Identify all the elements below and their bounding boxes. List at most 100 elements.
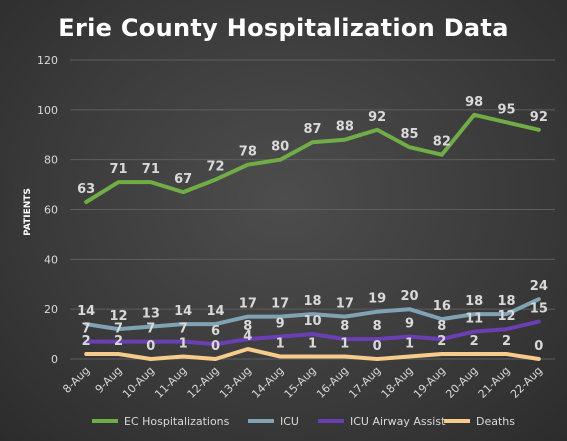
x-tick-label: 19-Aug	[411, 364, 448, 401]
data-label: 9	[276, 317, 285, 332]
legend-item: Deaths	[444, 415, 515, 428]
x-tick-label: 18-Aug	[379, 364, 416, 401]
data-label: 63	[77, 182, 95, 197]
data-label: 67	[174, 172, 192, 187]
legend-item: ICU Airway Assist	[318, 415, 446, 428]
data-label: 2	[114, 334, 123, 349]
data-label: 80	[271, 140, 289, 155]
data-label: 2	[470, 334, 479, 349]
y-tick-label: 120	[37, 54, 58, 67]
data-label: 24	[530, 279, 548, 294]
data-label: 18	[465, 294, 483, 309]
data-label: 1	[276, 337, 285, 352]
data-label: 8	[373, 319, 382, 334]
data-label: 82	[433, 135, 451, 150]
data-label: 18	[303, 294, 321, 309]
data-label: 2	[437, 334, 446, 349]
legend-label: ICU	[280, 415, 299, 428]
data-label: 0	[211, 339, 220, 354]
x-tick-label: 11-Aug	[152, 364, 189, 401]
data-label: 17	[336, 297, 354, 312]
data-label: 1	[179, 337, 188, 352]
data-label: 2	[502, 334, 511, 349]
data-label: 87	[303, 122, 321, 137]
data-label: 92	[368, 110, 386, 125]
data-label: 18	[497, 294, 515, 309]
x-tick-label: 17-Aug	[346, 364, 383, 401]
legend-item: EC Hospitalizations	[92, 415, 230, 428]
data-label: 17	[239, 297, 257, 312]
data-label: 6	[211, 324, 220, 339]
data-label: 14	[77, 304, 95, 319]
y-axis-title: PATIENTS	[23, 188, 33, 236]
series-line-icu	[84, 297, 541, 332]
y-tick-label: 20	[44, 303, 58, 316]
y-tick-label: 0	[51, 353, 58, 366]
series-lines	[84, 112, 541, 361]
data-label: 4	[243, 329, 252, 344]
data-label: 10	[303, 314, 321, 329]
data-label: 88	[336, 120, 354, 135]
x-tick-label: 13-Aug	[217, 364, 254, 401]
legend-label: Deaths	[476, 415, 515, 428]
data-label: 7	[179, 322, 188, 337]
x-tick-label: 15-Aug	[282, 364, 319, 401]
x-tick-label: 16-Aug	[314, 364, 351, 401]
y-axis-ticks: 0 20 40 60 80 100 120	[37, 54, 58, 366]
data-label: 71	[109, 162, 127, 177]
legend-label: ICU Airway Assist	[350, 415, 446, 428]
legend-item: ICU	[248, 415, 299, 428]
chart-title: Erie County Hospitalization Data	[58, 14, 509, 42]
data-label: 7	[82, 322, 91, 337]
data-label: 0	[534, 339, 543, 354]
x-tick-label: 20-Aug	[443, 364, 480, 401]
data-label: 12	[109, 309, 127, 324]
y-tick-label: 80	[44, 154, 58, 167]
x-tick-label: 10-Aug	[120, 364, 157, 401]
data-label: 95	[497, 102, 515, 117]
data-label: 8	[437, 319, 446, 334]
data-label: 16	[433, 299, 451, 314]
data-label: 7	[146, 322, 155, 337]
data-label: 12	[497, 309, 515, 324]
data-label: 2	[82, 334, 91, 349]
data-label: 72	[206, 160, 224, 175]
data-label: 19	[368, 292, 386, 307]
data-label: 20	[400, 289, 418, 304]
legend-label: EC Hospitalizations	[124, 415, 230, 428]
data-label: 11	[465, 312, 483, 327]
data-label: 7	[114, 322, 123, 337]
data-label: 0	[373, 339, 382, 354]
y-tick-label: 60	[44, 204, 58, 217]
x-axis-ticks: 8-Aug 9-Aug10-Aug11-Aug12-Aug13-Aug14-Aug…	[60, 364, 545, 401]
data-label: 98	[465, 95, 483, 110]
x-tick-label: 12-Aug	[185, 364, 222, 401]
data-label: 92	[530, 110, 548, 125]
data-label: 14	[206, 304, 224, 319]
data-label: 78	[239, 145, 257, 160]
data-label: 1	[405, 337, 414, 352]
x-tick-label: 14-Aug	[249, 364, 286, 401]
series-line-deaths	[84, 347, 541, 361]
x-tick-label: 8-Aug	[60, 364, 92, 396]
x-tick-label: 21-Aug	[476, 364, 513, 401]
data-label: 14	[174, 304, 192, 319]
data-label: 15	[530, 302, 548, 317]
data-label: 8	[243, 319, 252, 334]
data-label: 1	[340, 337, 349, 352]
series-line-icu-airway-assist	[84, 319, 541, 347]
data-label: 9	[405, 317, 414, 332]
y-tick-label: 100	[37, 104, 58, 117]
y-tick-label: 40	[44, 253, 58, 266]
data-label: 85	[400, 127, 418, 142]
legend: EC Hospitalizations ICU ICU Airway Assist D…	[92, 415, 515, 428]
data-label: 17	[271, 297, 289, 312]
data-label: 0	[146, 339, 155, 354]
data-label: 13	[142, 307, 160, 322]
x-tick-label: 22-Aug	[508, 364, 545, 401]
series-line-ec-hospitalizations	[84, 112, 541, 204]
data-label: 1	[308, 337, 317, 352]
